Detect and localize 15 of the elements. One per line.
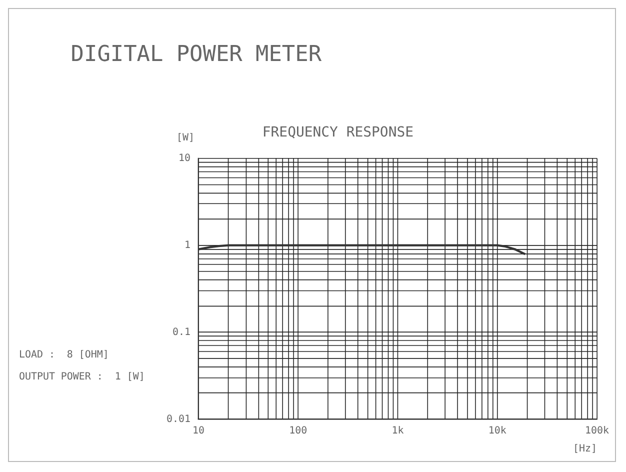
chart-title: DIGITAL POWER METER: [70, 42, 322, 67]
y-axis-title: [W]: [176, 132, 194, 144]
y-tick-label: 1: [184, 240, 190, 251]
x-axis-title: [Hz]: [573, 444, 598, 455]
y-tick-label: 10: [178, 152, 190, 164]
x-tick-label: 100: [289, 426, 308, 437]
y-tick-label: 0.01: [166, 414, 190, 425]
y-tick-label: 0.1: [172, 326, 190, 338]
x-tick-label: 10k: [488, 426, 506, 437]
text: LOAD : 8 [OHM]: [18, 349, 109, 360]
chart-subtitle: FREQUENCY RESPONSE: [262, 124, 414, 140]
text: OUTPUT POWER : 1 [W]: [18, 371, 145, 382]
x-tick-label: 100k: [585, 426, 610, 437]
x-tick-label: 10: [192, 426, 204, 437]
x-tick-label: 1k: [392, 426, 404, 437]
